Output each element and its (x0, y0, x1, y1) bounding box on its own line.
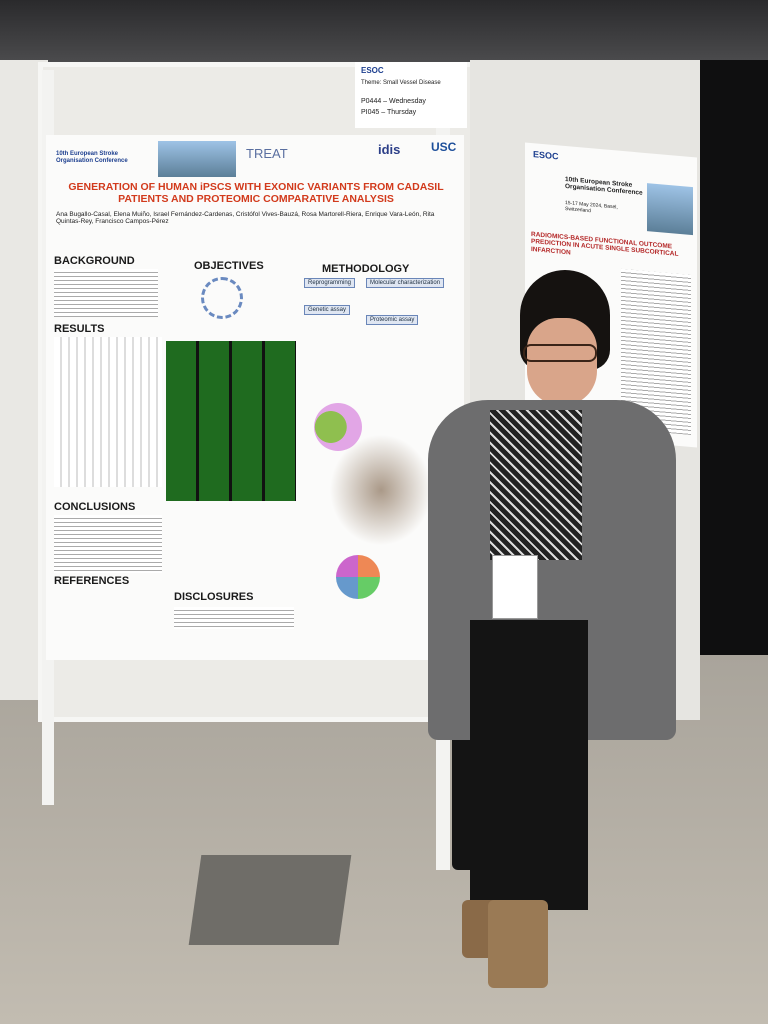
text-block (54, 269, 158, 317)
method-box: Genetic assay (304, 305, 351, 315)
donut (336, 555, 380, 599)
glasses (523, 344, 597, 362)
microscopy-grid (166, 341, 296, 501)
shirt (490, 410, 582, 560)
pants (470, 620, 588, 910)
dates: 15-17 May 2024, Basel, Switzerland (565, 199, 618, 214)
sign-brand: ESOC (361, 66, 384, 75)
sign-theme: Theme: Small Vessel Disease (361, 80, 441, 86)
photo-thumb (647, 183, 693, 236)
poster-title: GENERATION OF HUMAN iPSCS WITH EXONIC VA… (68, 181, 444, 206)
floor-plate (188, 855, 352, 945)
logo: USC (431, 140, 457, 154)
logo: TREAT (246, 146, 288, 161)
sign-slot: P0444 – Wednesday (361, 98, 426, 105)
section-heading: CONCLUSIONS (54, 501, 136, 513)
diagram (201, 277, 243, 319)
method-box: Proteomic assay (366, 315, 419, 325)
authors: Ana Bugallo-Casal, Elena Muiño, Israel F… (56, 211, 435, 226)
section-heading: RESULTS (54, 323, 105, 335)
brand: ESOC (533, 149, 559, 162)
conference: 10th European Stroke Organisation Confer… (565, 175, 643, 198)
text-block (54, 515, 162, 573)
network (321, 425, 441, 555)
sign-slot: PI045 – Thursday (361, 109, 417, 116)
poster-title: RADIOMICS-BASED FUNCTIONAL OUTCOME PREDI… (531, 231, 679, 259)
logo: idis (378, 142, 401, 157)
section-heading: REFERENCES (54, 575, 130, 587)
face (527, 318, 597, 406)
section-heading: DISCLOSURES (174, 591, 254, 603)
photo-thumb (158, 141, 236, 177)
conference: 10th European Stroke Organisation Confer… (56, 151, 128, 164)
method-box: Reprogramming (304, 278, 356, 288)
figure (54, 337, 162, 487)
method-box: Molecular characterization (366, 278, 445, 288)
poster: 10th European Stroke Organisation Confer… (46, 135, 464, 660)
section-heading: BACKGROUND (54, 255, 135, 267)
badge (492, 555, 538, 619)
boot (488, 900, 548, 988)
sign: ESOC Theme: Small Vessel Disease P0444 –… (355, 62, 467, 128)
section-heading: OBJECTIVES (194, 260, 264, 272)
section-heading: METHODOLOGY (322, 263, 410, 275)
text-block (174, 607, 294, 629)
